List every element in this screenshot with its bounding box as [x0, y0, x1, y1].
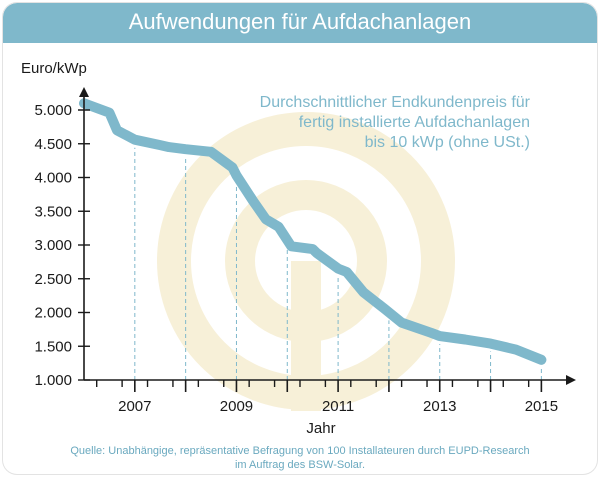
y-tick-label: 4.500: [34, 136, 72, 153]
y-tick-label: 5.000: [34, 102, 72, 119]
watermark-stem: [291, 261, 321, 411]
annotation-line-1: Durchschnittlicher Endkundenpreis für: [260, 94, 531, 111]
annotation-line-2: fertig installierte Aufdachanlagen: [299, 114, 530, 131]
source-note: Quelle: Unabhängige, repräsentative Befr…: [3, 444, 597, 472]
price-series-line: [79, 98, 547, 365]
y-axis-title: Euro/kWp: [21, 60, 87, 77]
source-line-1: Quelle: Unabhängige, repräsentative Befr…: [70, 445, 530, 457]
y-tick-label: 3.500: [34, 203, 72, 220]
watermark-logo: [157, 112, 455, 411]
axis-labels: 1.000 1.500 2.000 2.500 3.000 3.500 4.000 4.500…: [21, 60, 558, 437]
chart-annotation: Durchschnittlicher Endkundenpreis für fer…: [260, 94, 531, 151]
annotation-line-3: bis 10 kWp (ohne USt.): [365, 134, 530, 151]
chart-plot: 1.000 1.500 2.000 2.500 3.000 3.500 4.000 4.500…: [21, 60, 576, 437]
y-tick-label: 2.000: [34, 305, 72, 322]
x-tick-label: 2015: [525, 398, 558, 415]
x-tick-label: 2007: [118, 398, 151, 415]
y-tick-label: 1.500: [34, 338, 72, 355]
x-axis-title: Jahr: [306, 420, 335, 437]
y-axis-arrow: [79, 87, 89, 97]
x-tick-label: 2013: [423, 398, 456, 415]
x-axis-arrow: [566, 375, 576, 385]
source-line-2: im Auftrag des BSW-Solar.: [234, 459, 366, 471]
axes: [78, 87, 576, 392]
y-tick-label: 3.000: [34, 237, 72, 254]
y-tick-label: 1.000: [34, 372, 72, 389]
x-tick-label: 2011: [322, 398, 354, 415]
chart-card: Aufwendungen für Aufdachanlagen 1.000 1.5…: [3, 3, 597, 474]
x-tick-label: 2009: [220, 398, 253, 415]
chart-title: Aufwendungen für Aufdachanlagen: [128, 9, 472, 34]
y-tick-label: 2.500: [34, 271, 72, 288]
title-bar: [3, 3, 597, 43]
y-tick-label: 4.000: [34, 170, 72, 187]
series-layer: [79, 98, 547, 365]
vertical-guides: [134, 147, 542, 380]
